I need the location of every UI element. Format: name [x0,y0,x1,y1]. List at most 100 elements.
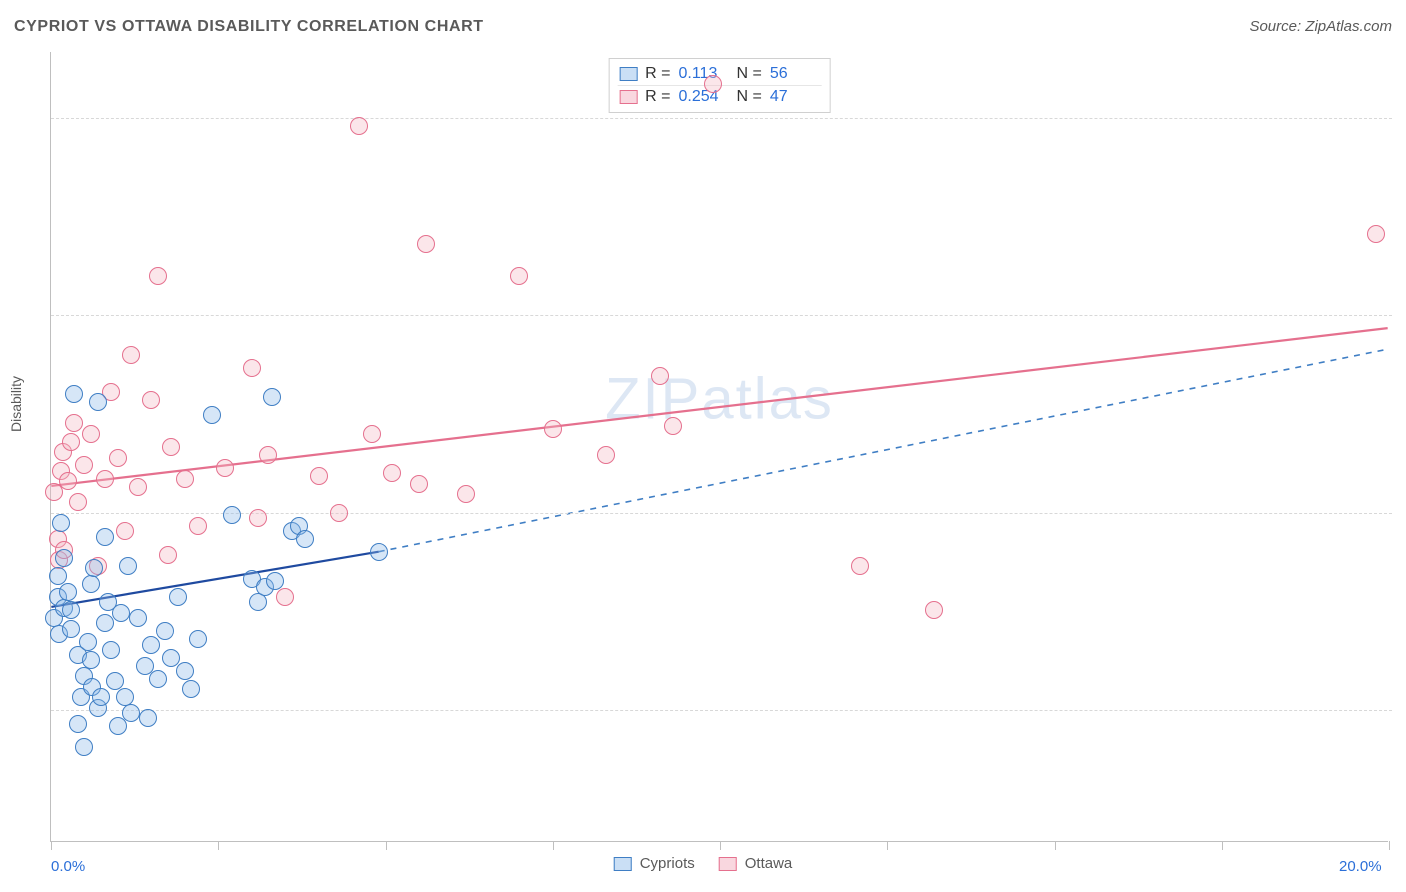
x-tick [1222,841,1223,850]
scatter-point-cypriots [249,593,267,611]
scatter-point-cypriots [96,614,114,632]
y-axis-label: Disability [8,376,24,432]
scatter-point-ottawa [664,417,682,435]
swatch-cypriots [619,67,637,81]
scatter-point-ottawa [142,391,160,409]
source-attribution: Source: ZipAtlas.com [1249,18,1392,35]
x-tick-label: 0.0% [51,858,85,875]
x-tick-label: 20.0% [1339,858,1382,875]
scatter-point-ottawa [129,478,147,496]
chart-title: CYPRIOT VS OTTAWA DISABILITY CORRELATION… [14,18,484,36]
scatter-point-ottawa [82,425,100,443]
y-tick-label: 15.0% [1396,504,1406,521]
scatter-point-ottawa [59,472,77,490]
watermark-text: ZIPatlas [605,366,834,433]
gridline-h [51,118,1392,119]
scatter-point-cypriots [223,506,241,524]
scatter-point-cypriots [129,609,147,627]
scatter-point-ottawa [109,449,127,467]
scatter-point-ottawa [249,509,267,527]
scatter-point-cypriots [203,406,221,424]
x-tick [553,841,554,850]
scatter-chart: ZIPatlas R = 0.113 N = 56 R = 0.254 N = … [50,52,1388,842]
scatter-point-cypriots [370,543,388,561]
scatter-point-cypriots [82,651,100,669]
scatter-point-ottawa [510,267,528,285]
scatter-point-ottawa [122,346,140,364]
scatter-point-ottawa [259,446,277,464]
y-tick-label: 7.5% [1396,702,1406,719]
chart-header: CYPRIOT VS OTTAWA DISABILITY CORRELATION… [14,18,1392,48]
scatter-point-ottawa [457,485,475,503]
n-value-cypriots: 56 [770,65,820,83]
scatter-point-cypriots [112,604,130,622]
scatter-point-ottawa [597,446,615,464]
n-label: N = [737,65,762,83]
plot-container: Disability ZIPatlas R = 0.113 N = 56 R =… [14,52,1392,878]
scatter-point-ottawa [851,557,869,575]
x-tick [887,841,888,850]
r-label: R = [645,88,670,106]
swatch-ottawa [719,857,737,871]
x-tick [1389,841,1390,850]
scatter-point-cypriots [102,641,120,659]
trend-line [379,349,1388,552]
scatter-point-cypriots [82,575,100,593]
scatter-point-ottawa [704,75,722,93]
legend-label-cypriots: Cypriots [640,855,695,872]
scatter-point-cypriots [55,549,73,567]
scatter-point-cypriots [69,715,87,733]
scatter-point-cypriots [59,583,77,601]
swatch-cypriots [614,857,632,871]
scatter-point-cypriots [169,588,187,606]
scatter-point-cypriots [92,688,110,706]
scatter-point-ottawa [162,438,180,456]
scatter-point-ottawa [651,367,669,385]
legend-label-ottawa: Ottawa [745,855,793,872]
n-label: N = [737,88,762,106]
scatter-point-ottawa [925,601,943,619]
scatter-point-ottawa [330,504,348,522]
scatter-point-cypriots [89,393,107,411]
scatter-point-ottawa [350,117,368,135]
y-tick-label: 30.0% [1396,109,1406,126]
scatter-point-cypriots [62,601,80,619]
scatter-point-cypriots [149,670,167,688]
scatter-point-cypriots [75,738,93,756]
scatter-point-ottawa [176,470,194,488]
scatter-point-cypriots [296,530,314,548]
n-value-ottawa: 47 [770,88,820,106]
scatter-point-cypriots [142,636,160,654]
scatter-point-cypriots [156,622,174,640]
scatter-point-ottawa [159,546,177,564]
scatter-point-cypriots [79,633,97,651]
scatter-point-ottawa [69,493,87,511]
scatter-point-ottawa [544,420,562,438]
scatter-point-cypriots [139,709,157,727]
scatter-point-cypriots [119,557,137,575]
scatter-point-ottawa [363,425,381,443]
scatter-point-cypriots [62,620,80,638]
legend-item-ottawa: Ottawa [719,855,793,872]
legend-item-cypriots: Cypriots [614,855,695,872]
scatter-point-ottawa [216,459,234,477]
scatter-point-ottawa [243,359,261,377]
x-tick [51,841,52,850]
scatter-point-cypriots [52,514,70,532]
x-tick [386,841,387,850]
scatter-point-ottawa [276,588,294,606]
scatter-point-ottawa [189,517,207,535]
scatter-point-ottawa [75,456,93,474]
scatter-point-ottawa [417,235,435,253]
scatter-point-ottawa [62,433,80,451]
scatter-point-ottawa [310,467,328,485]
scatter-point-ottawa [383,464,401,482]
scatter-point-ottawa [65,414,83,432]
scatter-point-cypriots [49,567,67,585]
scatter-point-ottawa [410,475,428,493]
scatter-point-cypriots [96,528,114,546]
scatter-point-cypriots [189,630,207,648]
r-value-ottawa: 0.254 [679,88,729,106]
scatter-point-ottawa [149,267,167,285]
x-tick [1055,841,1056,850]
